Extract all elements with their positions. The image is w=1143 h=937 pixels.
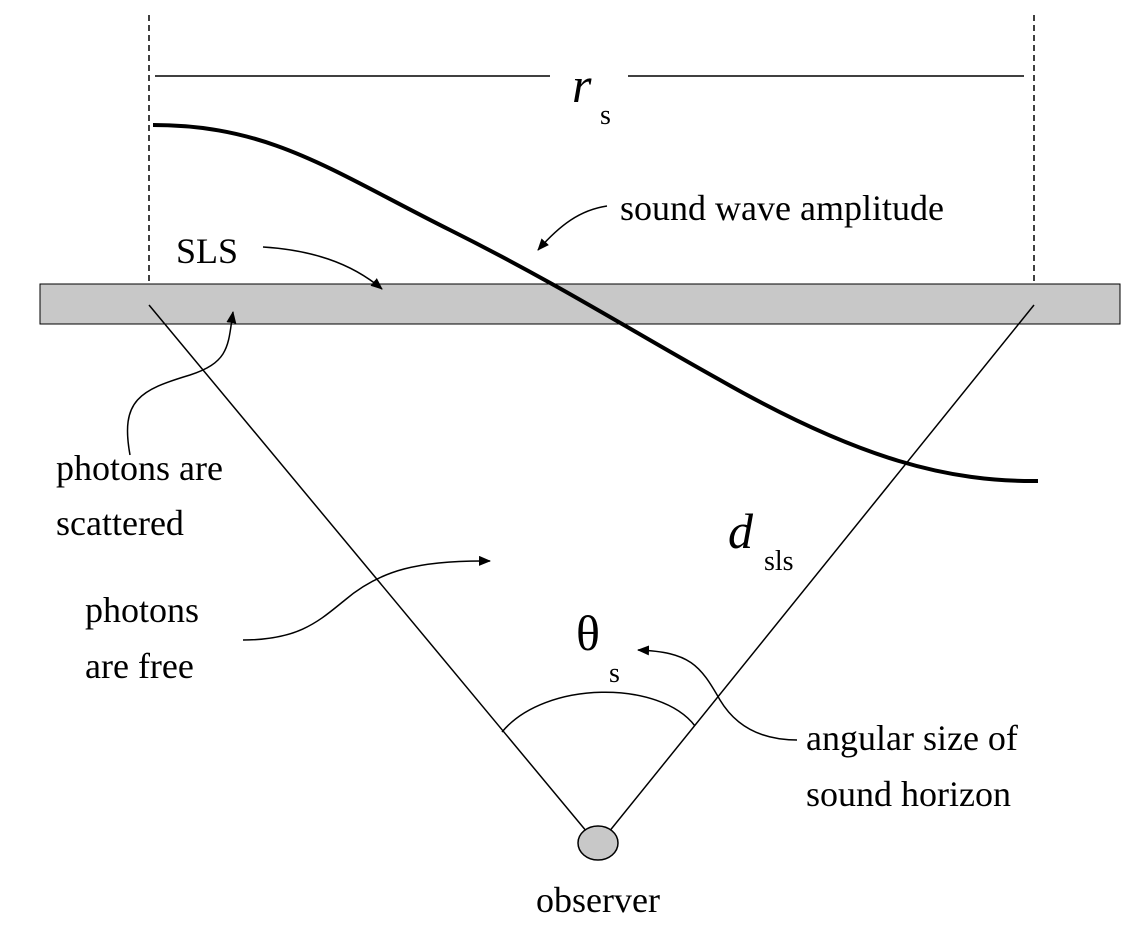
sls-band (39, 283, 1121, 325)
scattered-arrow (126, 311, 237, 456)
width-label-symbol: r (572, 57, 592, 113)
observer-label: observer (536, 880, 660, 920)
free-arrow (242, 555, 491, 641)
free-label-line2: are free (85, 646, 194, 686)
cone-left-line (148, 304, 593, 839)
wave-label: sound wave amplitude (620, 188, 944, 228)
angle-caption-arrow (637, 645, 798, 741)
observer-ellipse (577, 825, 619, 861)
angle-caption-line1: angular size of (806, 718, 1018, 758)
sls-arrow (262, 246, 383, 290)
distance-label-subscript: sls (764, 546, 794, 577)
scattered-label-line1: photons are (56, 448, 223, 488)
scattered-label-line2: scattered (56, 503, 184, 543)
angle-caption-line2: sound horizon (806, 774, 1011, 814)
distance-label-symbol: d (728, 503, 754, 559)
angle-label-subscript: s (609, 658, 620, 689)
angle-label-symbol: θ (576, 605, 600, 661)
width-label-subscript: s (600, 100, 611, 131)
angle-arc (501, 691, 696, 733)
cone-right-line (603, 304, 1035, 839)
free-label-line1: photons (85, 590, 199, 630)
sound-wave-curve (152, 123, 1039, 484)
sls-label: SLS (176, 231, 238, 271)
wave-arrow (537, 205, 608, 251)
